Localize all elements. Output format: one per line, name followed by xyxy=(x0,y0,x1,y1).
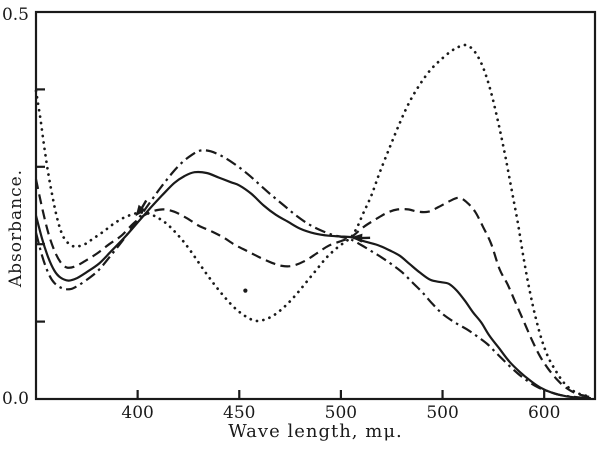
y-axis-title: Absorbance. xyxy=(6,168,26,288)
arrow-tail xyxy=(140,199,148,209)
curve-dotted-curve xyxy=(34,43,593,399)
stray-dot xyxy=(243,288,248,293)
x-axis-title: Wave length, mμ. xyxy=(228,421,403,442)
x-tick-label: 500 xyxy=(426,403,458,423)
isosbestic-arrow xyxy=(351,233,371,243)
curve-dashed-curve xyxy=(34,178,594,399)
y-tick-label: 0.5 xyxy=(2,5,29,25)
x-tick-label: 600 xyxy=(528,403,560,423)
x-tick-label: 500 xyxy=(325,403,357,423)
x-tick-label: 400 xyxy=(121,403,153,423)
arrowhead-icon xyxy=(351,233,363,243)
x-tick-label: 450 xyxy=(223,403,255,423)
arrow-tail xyxy=(361,236,371,240)
plot-border xyxy=(34,10,597,401)
isosbestic-arrow xyxy=(135,199,148,217)
curve-dashdot-curve xyxy=(34,149,587,400)
curve-solid-curve xyxy=(34,170,591,400)
arrowhead-icon xyxy=(135,204,146,217)
y-tick-label: 0.0 xyxy=(2,389,29,409)
